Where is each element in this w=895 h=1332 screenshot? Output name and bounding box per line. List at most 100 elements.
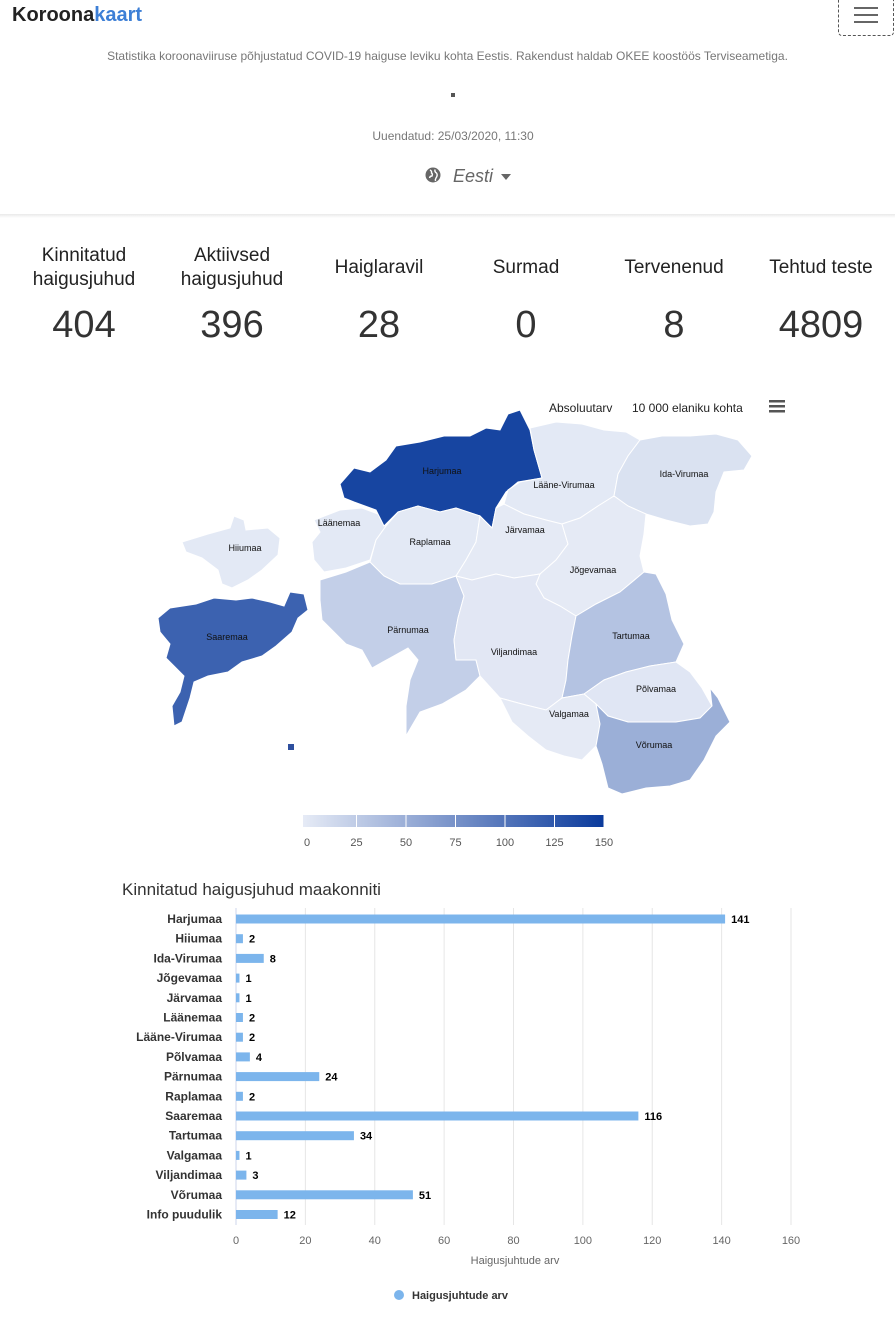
bar[interactable] — [236, 1032, 243, 1042]
updated-timestamp: Uuendatud: 25/03/2020, 11:30 — [372, 129, 534, 143]
bar[interactable] — [236, 914, 726, 924]
category-label: Info puudulik — [147, 1208, 223, 1222]
legend-tick-label: 100 — [496, 837, 514, 849]
data-label: 116 — [644, 1111, 662, 1123]
region-label-tartumaa: Tartumaa — [612, 631, 650, 641]
legend-tick-label: 25 — [350, 837, 362, 849]
x-tick-label: 140 — [712, 1235, 730, 1247]
bar[interactable] — [236, 1150, 240, 1160]
toggle-per-capita-button[interactable]: 10 000 elaniku kohta — [632, 401, 743, 415]
region-parnumaa[interactable] — [319, 561, 481, 738]
region-label-polvamaa: Põlvamaa — [636, 684, 676, 694]
category-label: Tartumaa — [169, 1129, 222, 1143]
brand-part2: kaart — [94, 4, 143, 26]
data-label: 1 — [245, 973, 251, 985]
region-hiiumaa[interactable] — [181, 515, 281, 589]
x-tick-label: 100 — [574, 1235, 592, 1247]
stat-active: Aktiivsed haigusjuhud 396 — [158, 244, 306, 347]
bar[interactable] — [236, 1170, 247, 1180]
x-tick-label: 0 — [233, 1235, 239, 1247]
data-label: 4 — [256, 1052, 263, 1064]
region-label-valgamaa: Valgamaa — [549, 709, 589, 719]
bar[interactable] — [236, 1111, 639, 1121]
category-label: Põlvamaa — [166, 1050, 222, 1064]
category-label: Ida-Virumaa — [154, 951, 223, 965]
legend-tick-label: 0 — [304, 837, 310, 849]
data-label: 12 — [284, 1210, 296, 1222]
legend-marker — [394, 1290, 404, 1300]
region-saaremaa[interactable] — [157, 591, 309, 727]
region-label-saaremaa: Saaremaa — [206, 632, 248, 642]
bar[interactable] — [236, 1210, 278, 1219]
cases-by-county-bar-chart: Kinnitatud haigusjuhud maakonniti Harjum… — [122, 880, 800, 1302]
stat-label: Tervenenud — [624, 257, 724, 278]
category-label: Võrumaa — [171, 1188, 223, 1202]
region-label-ida-virumaa: Ida-Virumaa — [660, 469, 709, 479]
data-label: 141 — [731, 914, 749, 926]
color-scale-bar — [303, 815, 604, 827]
legend-item-haigusjuhtude-arv[interactable]: Haigusjuhtude arv — [394, 1290, 509, 1302]
chart-title: Kinnitatud haigusjuhud maakonniti — [122, 880, 381, 899]
data-label: 34 — [360, 1131, 373, 1143]
stat-value: 0 — [515, 304, 537, 346]
category-label: Lääne-Virumaa — [136, 1030, 222, 1044]
bar[interactable] — [236, 973, 240, 983]
region-laanemaa[interactable] — [311, 507, 387, 573]
stat-label: Surmad — [492, 257, 560, 278]
stat-value: 4809 — [778, 304, 864, 346]
bar[interactable] — [236, 934, 243, 944]
stat-deaths: Surmad 0 — [452, 244, 600, 347]
stat-value: 396 — [200, 304, 264, 346]
bar[interactable] — [236, 1091, 243, 1101]
category-label: Jõgevamaa — [157, 971, 223, 985]
legend-tick-label: 125 — [545, 837, 563, 849]
x-axis-title: Haigusjuhtude arv — [471, 1255, 560, 1267]
region-vorumaa[interactable] — [595, 686, 731, 795]
stat-label: Kinnitatud haigusjuhud — [32, 245, 136, 290]
category-label: Järvamaa — [167, 991, 223, 1005]
x-tick-label: 160 — [782, 1235, 800, 1247]
section-divider — [0, 214, 895, 218]
map-menu-icon[interactable] — [769, 400, 785, 413]
toggle-absolute-button[interactable]: Absoluutarv — [549, 401, 612, 415]
brand-logo[interactable]: Koroonakaart — [12, 4, 142, 27]
bar[interactable] — [236, 1013, 243, 1022]
bar[interactable] — [236, 1131, 354, 1141]
data-label: 24 — [325, 1072, 338, 1084]
stat-tests: Tehtud teste 4809 — [747, 244, 895, 347]
page-description: Statistika koroonaviiruse põhjustatud CO… — [107, 49, 788, 63]
category-label: Raplamaa — [165, 1089, 222, 1103]
menu-toggle-button[interactable] — [838, 0, 894, 36]
estonia-choropleth-map: Absoluutarv 10 000 elaniku kohta Harjuma… — [157, 400, 785, 849]
category-label: Viljandimaa — [156, 1168, 223, 1182]
region-label-laanemaa: Läänemaa — [318, 518, 361, 528]
stat-label: Haiglaravil — [334, 257, 424, 278]
bar[interactable] — [236, 1072, 320, 1082]
region-label-hiiumaa: Hiiumaa — [228, 543, 261, 553]
category-label: Saaremaa — [165, 1109, 222, 1123]
bar[interactable] — [236, 1190, 413, 1200]
hamburger-icon-line — [854, 14, 878, 16]
stat-hospitalized: Haiglaravil 28 — [305, 244, 453, 347]
category-label: Harjumaa — [167, 912, 222, 926]
bar[interactable] — [236, 993, 240, 1003]
data-label: 2 — [249, 934, 255, 946]
x-tick-label: 60 — [438, 1235, 450, 1247]
x-tick-label: 120 — [643, 1235, 661, 1247]
data-label: 2 — [249, 1091, 255, 1103]
data-label: 2 — [249, 1032, 255, 1044]
region-label-harjumaa: Harjumaa — [422, 466, 461, 476]
bar[interactable] — [236, 1052, 250, 1062]
region-label-parnumaa: Pärnumaa — [387, 625, 429, 635]
region-islet — [288, 744, 294, 750]
stat-value: 8 — [663, 304, 685, 346]
region-label-jogevamaa: Jõgevamaa — [570, 565, 617, 575]
bar[interactable] — [236, 953, 264, 963]
hamburger-icon-line — [854, 21, 878, 23]
hamburger-icon — [854, 7, 878, 9]
region-label-laane-virumaa: Lääne-Virumaa — [533, 480, 594, 490]
globe-icon — [425, 167, 441, 183]
category-label: Valgamaa — [167, 1148, 223, 1162]
stat-value: 28 — [357, 304, 401, 346]
x-tick-label: 40 — [369, 1235, 381, 1247]
